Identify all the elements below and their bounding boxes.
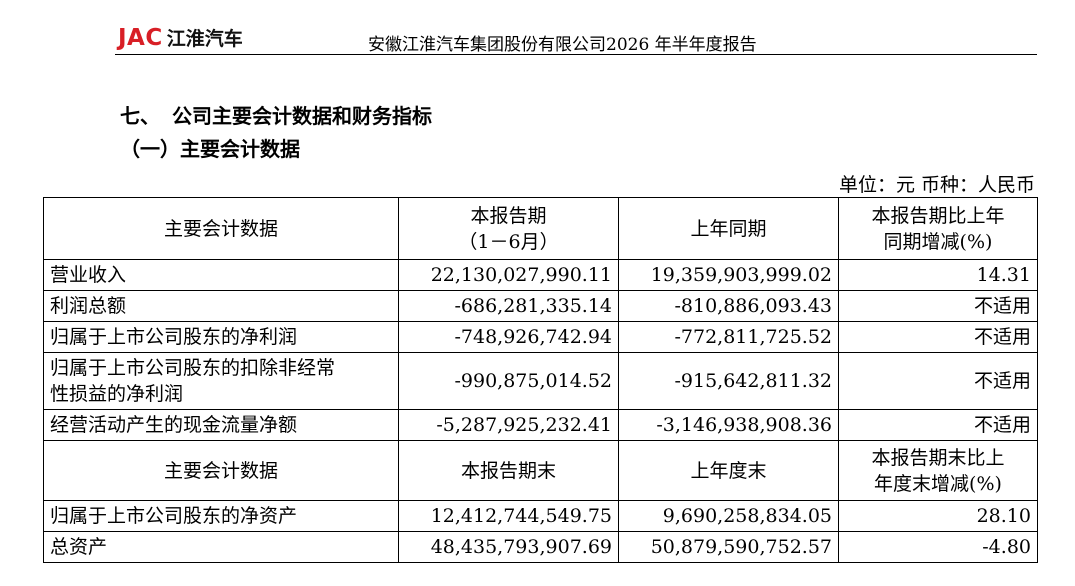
table2-header-current: 本报告期末 [398, 440, 619, 501]
unit-note: 单位：元 币种：人民币 [838, 174, 1035, 196]
accounting-data-table: 主要会计数据 本报告期 （1－6月） 上年同期 本报告期比上年 同期增减(%) … [43, 197, 1038, 563]
table1-header-current: 本报告期 （1－6月） [398, 197, 619, 260]
row-prior: -810,886,093.43 [618, 290, 839, 322]
section-number: 七、 [120, 104, 160, 128]
section-heading: 七、 公司主要会计数据和财务指标 [120, 100, 432, 129]
table1-header-prior: 上年同期 [618, 197, 839, 260]
row-current: -5,287,925,232.41 [398, 409, 619, 441]
table1-header-row: 主要会计数据 本报告期 （1－6月） 上年同期 本报告期比上年 同期增减(%) [43, 197, 1038, 260]
table2-header-row: 主要会计数据 本报告期末 上年度末 本报告期末比上 年度末增减(%) [43, 440, 1038, 501]
row-change: 14.31 [838, 259, 1038, 291]
table2-header-change-line1: 本报告期末比上 [871, 446, 1005, 469]
row-label-line1: 归属于上市公司股东的扣除非经常 [50, 357, 336, 379]
table-row: 利润总额 -686,281,335.14 -810,886,093.43 不适用 [43, 290, 1038, 322]
table1-header-change: 本报告期比上年 同期增减(%) [838, 197, 1038, 260]
row-current: -686,281,335.14 [398, 290, 619, 322]
section-title: 公司主要会计数据和财务指标 [172, 104, 432, 128]
table2-header-item: 主要会计数据 [43, 440, 399, 501]
row-label-line2: 性损益的净利润 [50, 383, 184, 405]
row-current: 22,130,027,990.11 [398, 259, 619, 291]
row-current: -748,926,742.94 [398, 321, 619, 353]
row-current: 48,435,793,907.69 [398, 531, 619, 563]
table-row: 营业收入 22,130,027,990.11 19,359,903,999.02… [43, 259, 1038, 291]
page-header: JAC 江淮汽车 安徽江淮汽车集团股份有限公司2026 年半年度报告 [0, 0, 1075, 58]
header-divider [115, 54, 1037, 55]
subsection-heading: （一）主要会计数据 [120, 137, 300, 161]
row-label: 归属于上市公司股东的净资产 [43, 500, 399, 532]
table1-header-current-line2: （1－6月） [458, 230, 559, 253]
jac-logo: JAC 江淮汽车 [118, 24, 243, 52]
table-row: 归属于上市公司股东的扣除非经常 性损益的净利润 -990,875,014.52 … [43, 352, 1038, 410]
table-row: 归属于上市公司股东的净资产 12,412,744,549.75 9,690,25… [43, 500, 1038, 532]
row-change: 不适用 [838, 409, 1038, 441]
table2-header-change: 本报告期末比上 年度末增减(%) [838, 440, 1038, 501]
row-prior: 9,690,258,834.05 [618, 500, 839, 532]
row-change: 不适用 [838, 290, 1038, 322]
row-label: 利润总额 [43, 290, 399, 322]
row-prior: -772,811,725.52 [618, 321, 839, 353]
table2-header-change-line2: 年度末增减(%) [874, 472, 1002, 495]
logo-name: 江淮汽车 [166, 28, 243, 50]
row-prior: 19,359,903,999.02 [618, 259, 839, 291]
row-label: 营业收入 [43, 259, 399, 291]
row-label: 经营活动产生的现金流量净额 [43, 409, 399, 441]
row-label: 归属于上市公司股东的净利润 [43, 321, 399, 353]
row-prior: -3,146,938,908.36 [618, 409, 839, 441]
row-current: 12,412,744,549.75 [398, 500, 619, 532]
row-label: 归属于上市公司股东的扣除非经常 性损益的净利润 [43, 352, 399, 410]
table-row: 经营活动产生的现金流量净额 -5,287,925,232.41 -3,146,9… [43, 409, 1038, 441]
table2-header-prior: 上年度末 [618, 440, 839, 501]
row-change: 不适用 [838, 352, 1038, 410]
table1-header-change-line1: 本报告期比上年 [871, 204, 1005, 227]
table1-header-item: 主要会计数据 [43, 197, 399, 260]
row-change: -4.80 [838, 531, 1038, 563]
row-change: 不适用 [838, 321, 1038, 353]
report-title: 安徽江淮汽车集团股份有限公司2026 年半年度报告 [368, 35, 757, 55]
row-current: -990,875,014.52 [398, 352, 619, 410]
row-prior: 50,879,590,752.57 [618, 531, 839, 563]
row-prior: -915,642,811.32 [618, 352, 839, 410]
row-label: 总资产 [43, 531, 399, 563]
logo-brand: JAC [118, 25, 163, 51]
table-row: 总资产 48,435,793,907.69 50,879,590,752.57 … [43, 531, 1038, 563]
table-row: 归属于上市公司股东的净利润 -748,926,742.94 -772,811,7… [43, 321, 1038, 353]
table1-header-change-line2: 同期增减(%) [883, 230, 993, 253]
row-change: 28.10 [838, 500, 1038, 532]
table1-header-current-line1: 本报告期 [470, 204, 547, 227]
